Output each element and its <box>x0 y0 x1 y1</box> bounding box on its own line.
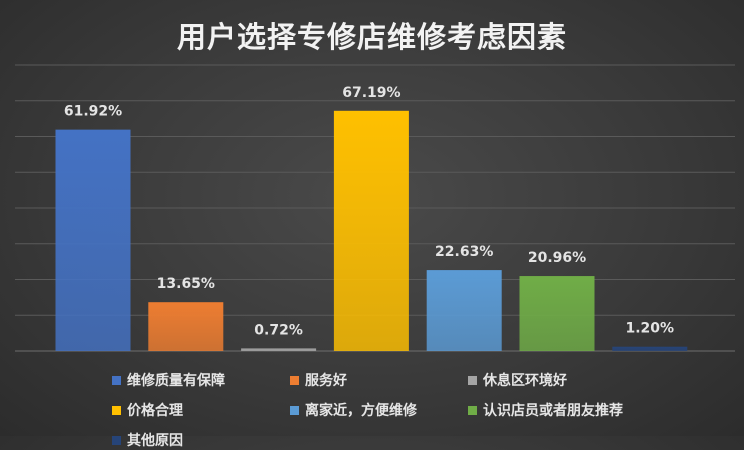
legend-swatch <box>290 405 299 415</box>
legend-label: 服务好 <box>305 373 347 389</box>
bar-6 <box>519 276 595 351</box>
bar-4 <box>333 110 409 352</box>
legend-swatch <box>468 375 477 385</box>
legend-item-3: 休息区环境好 <box>468 370 688 390</box>
bar-1 <box>55 129 131 351</box>
legend: 维修质量有保障 服务好 休息区环境好价格合理 离家近，方便维修 认识店员或者朋友推荐其他… <box>112 370 732 450</box>
legend-swatch <box>468 405 477 415</box>
legend-swatch <box>112 375 121 385</box>
legend-item-1: 维修质量有保障 <box>112 370 290 390</box>
data-label-6: 20.96% <box>528 250 586 266</box>
bar-7 <box>612 346 688 351</box>
legend-label: 离家近，方便维修 <box>305 403 417 419</box>
legend-swatch <box>112 405 121 415</box>
data-label-7: 1.20% <box>626 321 675 337</box>
data-label-1: 61.92% <box>64 104 122 120</box>
bar-chart: 61.92% 13.65% 0.72% 67.19% 22.63% 20.96% 1.20% <box>15 64 735 352</box>
legend-label: 价格合理 <box>127 403 183 419</box>
data-label-3: 0.72% <box>254 322 303 338</box>
bar-2 <box>148 302 224 351</box>
legend-swatch <box>112 435 121 445</box>
legend-item-7: 其他原因 <box>112 430 290 450</box>
legend-label: 认识店员或者朋友推荐 <box>483 403 623 419</box>
legend-item-5: 离家近，方便维修 <box>290 400 468 420</box>
legend-label: 其他原因 <box>127 433 183 449</box>
legend-label: 休息区环境好 <box>483 373 567 389</box>
legend-label: 维修质量有保障 <box>127 373 225 389</box>
data-label-4: 67.19% <box>342 85 400 101</box>
chart-title: 用户选择专修店维修考虑因素 <box>176 20 567 54</box>
legend-item-6: 认识店员或者朋友推荐 <box>468 400 688 420</box>
legend-item-4: 价格合理 <box>112 400 290 420</box>
data-label-2: 13.65% <box>157 276 215 292</box>
legend-swatch <box>290 375 299 385</box>
bar-3 <box>241 348 317 351</box>
legend-item-2: 服务好 <box>290 370 468 390</box>
bar-5 <box>426 270 502 351</box>
data-label-5: 22.63% <box>435 244 493 260</box>
